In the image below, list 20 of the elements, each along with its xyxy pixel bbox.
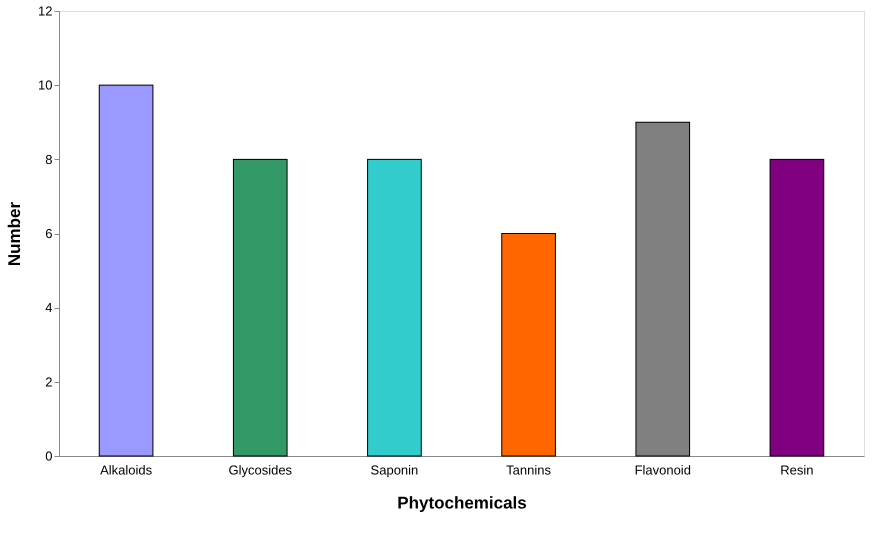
bar [770,158,824,456]
y-tick-label: 8 [45,152,52,167]
x-axis-title: Phytochemicals [397,494,527,512]
y-tick-label: 2 [45,374,52,390]
y-tick-label: 12 [38,4,52,18]
bar [367,158,422,456]
x-tick-label: Glycosides [228,462,293,478]
y-tick-label: 0 [45,448,52,464]
x-tick-label: Saponin [370,462,418,478]
x-tick-label: Tannins [506,462,552,478]
bar [232,158,288,456]
y-tick-label: 6 [45,226,52,241]
y-tick-label: 4 [45,300,52,316]
x-tick-label: Alkaloids [100,462,153,478]
y-tick-label: 10 [38,78,52,93]
bar [501,233,556,456]
x-tick-label: Flavonoid [634,462,691,478]
bar [98,84,154,456]
y-axis-title: Number [5,202,24,266]
x-tick-label: Resin [780,462,814,478]
